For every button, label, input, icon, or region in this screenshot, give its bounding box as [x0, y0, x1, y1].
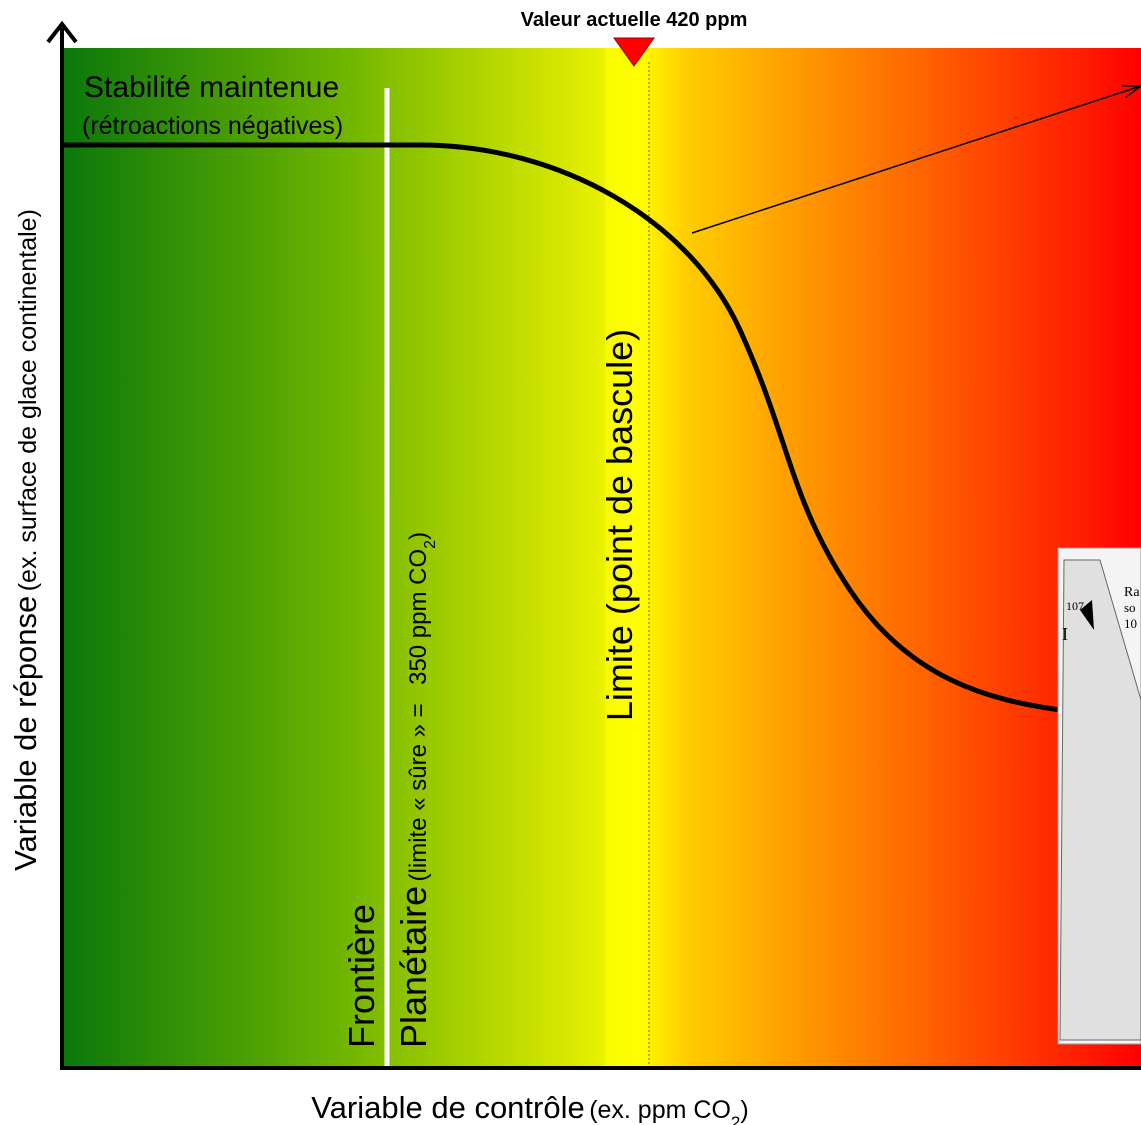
stability-title: Stabilité maintenue: [84, 71, 339, 104]
stability-subtitle: (rétroactions négatives): [82, 112, 343, 140]
inset-shape: [1059, 559, 1141, 1041]
current-marker: [613, 37, 655, 67]
boundary-value: 350 ppm CO: [405, 549, 432, 685]
y-axis-label: Variable de réponse (ex. surface de glac…: [8, 209, 43, 871]
boundary-close: ): [405, 532, 432, 540]
x-label-subscript: 2: [731, 1113, 740, 1125]
background-gradient: [62, 48, 1141, 1068]
y-axis-arrow: [46, 20, 78, 44]
inset-text: 10: [1124, 616, 1137, 631]
boundary-line1: Frontière: [341, 904, 382, 1048]
boundary-subscript: 2: [422, 540, 439, 549]
boundary-label: Planétaire (limite « sûre » = 350 ppm CO…: [393, 532, 439, 1048]
inset-text: Ra: [1124, 585, 1140, 600]
x-label-close: ): [740, 1096, 748, 1124]
inset: Ra so 10 107 I: [1057, 547, 1141, 1045]
pointer-arrow: [691, 86, 1141, 234]
boundary-note: (limite « sûre » =: [405, 703, 432, 881]
inset-text: I: [1062, 624, 1068, 644]
inset-arrow: [1080, 600, 1094, 630]
x-axis-label: Variable de contrôle (ex. ppm CO2): [311, 1090, 748, 1125]
tipping-point-label: Limite (point de bascule): [599, 329, 640, 721]
y-label-main: Variable de réponse: [8, 596, 43, 871]
x-label-main: Variable de contrôle: [311, 1090, 584, 1125]
current-band: [605, 48, 650, 1068]
boundary-line2: Planétaire: [393, 886, 434, 1048]
inset-text: 107: [1066, 599, 1084, 613]
inset-text: so: [1124, 600, 1136, 615]
current-value-label: Valeur actuelle 420 ppm: [521, 9, 748, 31]
y-label-example: (ex. surface de glace continentale): [14, 209, 42, 591]
x-label-example: (ex. ppm CO: [589, 1096, 731, 1124]
response-curve: [62, 142, 1061, 713]
